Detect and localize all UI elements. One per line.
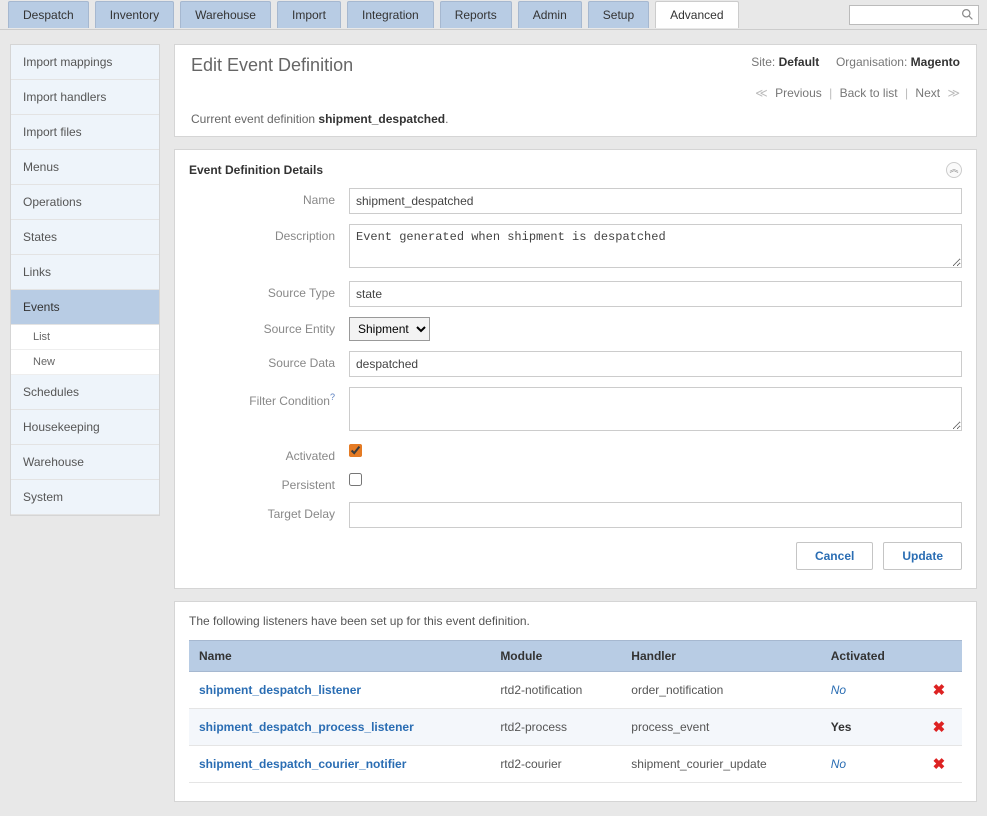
column-header: Module <box>490 641 621 672</box>
column-header <box>916 641 962 672</box>
sep: | <box>829 86 832 100</box>
page-header: Edit Event Definition Site: Default Orga… <box>174 44 977 137</box>
sidebar-item-import-mappings[interactable]: Import mappings <box>11 45 159 80</box>
source-type-input[interactable] <box>349 281 962 307</box>
record-nav: ≪ Previous | Back to list | Next ≫ <box>191 86 960 100</box>
sep: | <box>905 86 908 100</box>
source-entity-select[interactable]: Shipment <box>349 317 430 341</box>
label-name: Name <box>189 188 349 207</box>
label-activated: Activated <box>189 444 349 463</box>
delete-icon[interactable]: ✖ <box>931 718 947 736</box>
activated-toggle[interactable]: No <box>831 757 846 771</box>
tab-import[interactable]: Import <box>277 1 341 28</box>
activated-checkbox[interactable] <box>349 444 362 457</box>
current-name: shipment_despatched <box>318 112 445 126</box>
sidebar-item-warehouse[interactable]: Warehouse <box>11 445 159 480</box>
label-target-delay: Target Delay <box>189 502 349 521</box>
site-label: Site: <box>751 55 775 69</box>
label-description: Description <box>189 224 349 243</box>
label-source-type: Source Type <box>189 281 349 300</box>
filter-textarea[interactable] <box>349 387 962 431</box>
activated-toggle: Yes <box>831 720 852 734</box>
details-panel: Event Definition Details ︽ Name Descript… <box>174 149 977 589</box>
main-tabs: DespatchInventoryWarehouseImportIntegrat… <box>8 1 849 28</box>
label-filter: Filter Condition? <box>189 387 349 408</box>
module-cell: rtd2-courier <box>490 746 621 783</box>
tab-integration[interactable]: Integration <box>347 1 434 28</box>
listener-link[interactable]: shipment_despatch_listener <box>199 683 361 697</box>
prev-arrow-icon: ≪ <box>755 86 768 100</box>
listener-link[interactable]: shipment_despatch_courier_notifier <box>199 757 406 771</box>
sidebar: Import mappingsImport handlersImport fil… <box>10 44 160 516</box>
module-cell: rtd2-process <box>490 709 621 746</box>
handler-cell: shipment_courier_update <box>621 746 820 783</box>
handler-cell: process_event <box>621 709 820 746</box>
previous-link[interactable]: Previous <box>775 86 822 100</box>
sidebar-item-states[interactable]: States <box>11 220 159 255</box>
next-link[interactable]: Next <box>915 86 940 100</box>
cancel-button[interactable]: Cancel <box>796 542 873 570</box>
table-row: shipment_despatch_process_listener rtd2-p… <box>189 709 962 746</box>
activated-toggle[interactable]: No <box>831 683 846 697</box>
column-header: Activated <box>821 641 916 672</box>
listeners-table: NameModuleHandlerActivated shipment_desp… <box>189 640 962 783</box>
search-input[interactable] <box>849 5 979 25</box>
current-suffix: . <box>445 112 448 126</box>
search-wrap <box>849 5 979 25</box>
help-icon[interactable]: ? <box>330 392 335 402</box>
top-bar: DespatchInventoryWarehouseImportIntegrat… <box>0 0 987 30</box>
tab-inventory[interactable]: Inventory <box>95 1 174 28</box>
tab-reports[interactable]: Reports <box>440 1 512 28</box>
target-delay-input[interactable] <box>349 502 962 528</box>
search-icon[interactable] <box>961 8 974 24</box>
tab-advanced[interactable]: Advanced <box>655 1 738 28</box>
sidebar-sub-new[interactable]: New <box>11 350 159 375</box>
label-persistent: Persistent <box>189 473 349 492</box>
current-definition: Current event definition shipment_despat… <box>191 112 960 126</box>
module-cell: rtd2-notification <box>490 672 621 709</box>
page-title: Edit Event Definition <box>191 55 353 76</box>
name-input[interactable] <box>349 188 962 214</box>
header-meta: Site: Default Organisation: Magento <box>751 55 960 69</box>
panel-title: Event Definition Details <box>189 163 323 177</box>
sidebar-item-import-files[interactable]: Import files <box>11 115 159 150</box>
update-button[interactable]: Update <box>883 542 962 570</box>
back-to-list-link[interactable]: Back to list <box>840 86 898 100</box>
collapse-icon[interactable]: ︽ <box>946 162 962 178</box>
current-prefix: Current event definition <box>191 112 318 126</box>
tab-admin[interactable]: Admin <box>518 1 582 28</box>
sidebar-item-import-handlers[interactable]: Import handlers <box>11 80 159 115</box>
handler-cell: order_notification <box>621 672 820 709</box>
sidebar-item-events[interactable]: Events <box>11 290 159 325</box>
listeners-panel: The following listeners have been set up… <box>174 601 977 802</box>
site-value: Default <box>779 55 820 69</box>
table-row: shipment_despatch_courier_notifier rtd2-c… <box>189 746 962 783</box>
delete-icon[interactable]: ✖ <box>931 755 947 773</box>
sidebar-item-operations[interactable]: Operations <box>11 185 159 220</box>
tab-despatch[interactable]: Despatch <box>8 1 89 28</box>
listener-link[interactable]: shipment_despatch_process_listener <box>199 720 414 734</box>
sidebar-sub-list[interactable]: List <box>11 325 159 350</box>
listeners-intro: The following listeners have been set up… <box>189 614 962 628</box>
column-header: Handler <box>621 641 820 672</box>
description-textarea[interactable] <box>349 224 962 268</box>
label-source-entity: Source Entity <box>189 317 349 336</box>
table-row: shipment_despatch_listener rtd2-notificat… <box>189 672 962 709</box>
sidebar-item-housekeeping[interactable]: Housekeeping <box>11 410 159 445</box>
sidebar-item-schedules[interactable]: Schedules <box>11 375 159 410</box>
org-value: Magento <box>911 55 960 69</box>
sidebar-item-links[interactable]: Links <box>11 255 159 290</box>
persistent-checkbox[interactable] <box>349 473 362 486</box>
tab-warehouse[interactable]: Warehouse <box>180 1 271 28</box>
sidebar-item-system[interactable]: System <box>11 480 159 515</box>
column-header: Name <box>189 641 490 672</box>
label-source-data: Source Data <box>189 351 349 370</box>
sidebar-item-menus[interactable]: Menus <box>11 150 159 185</box>
org-label: Organisation: <box>836 55 907 69</box>
next-arrow-icon: ≫ <box>947 86 960 100</box>
tab-setup[interactable]: Setup <box>588 1 649 28</box>
source-data-input[interactable] <box>349 351 962 377</box>
delete-icon[interactable]: ✖ <box>931 681 947 699</box>
